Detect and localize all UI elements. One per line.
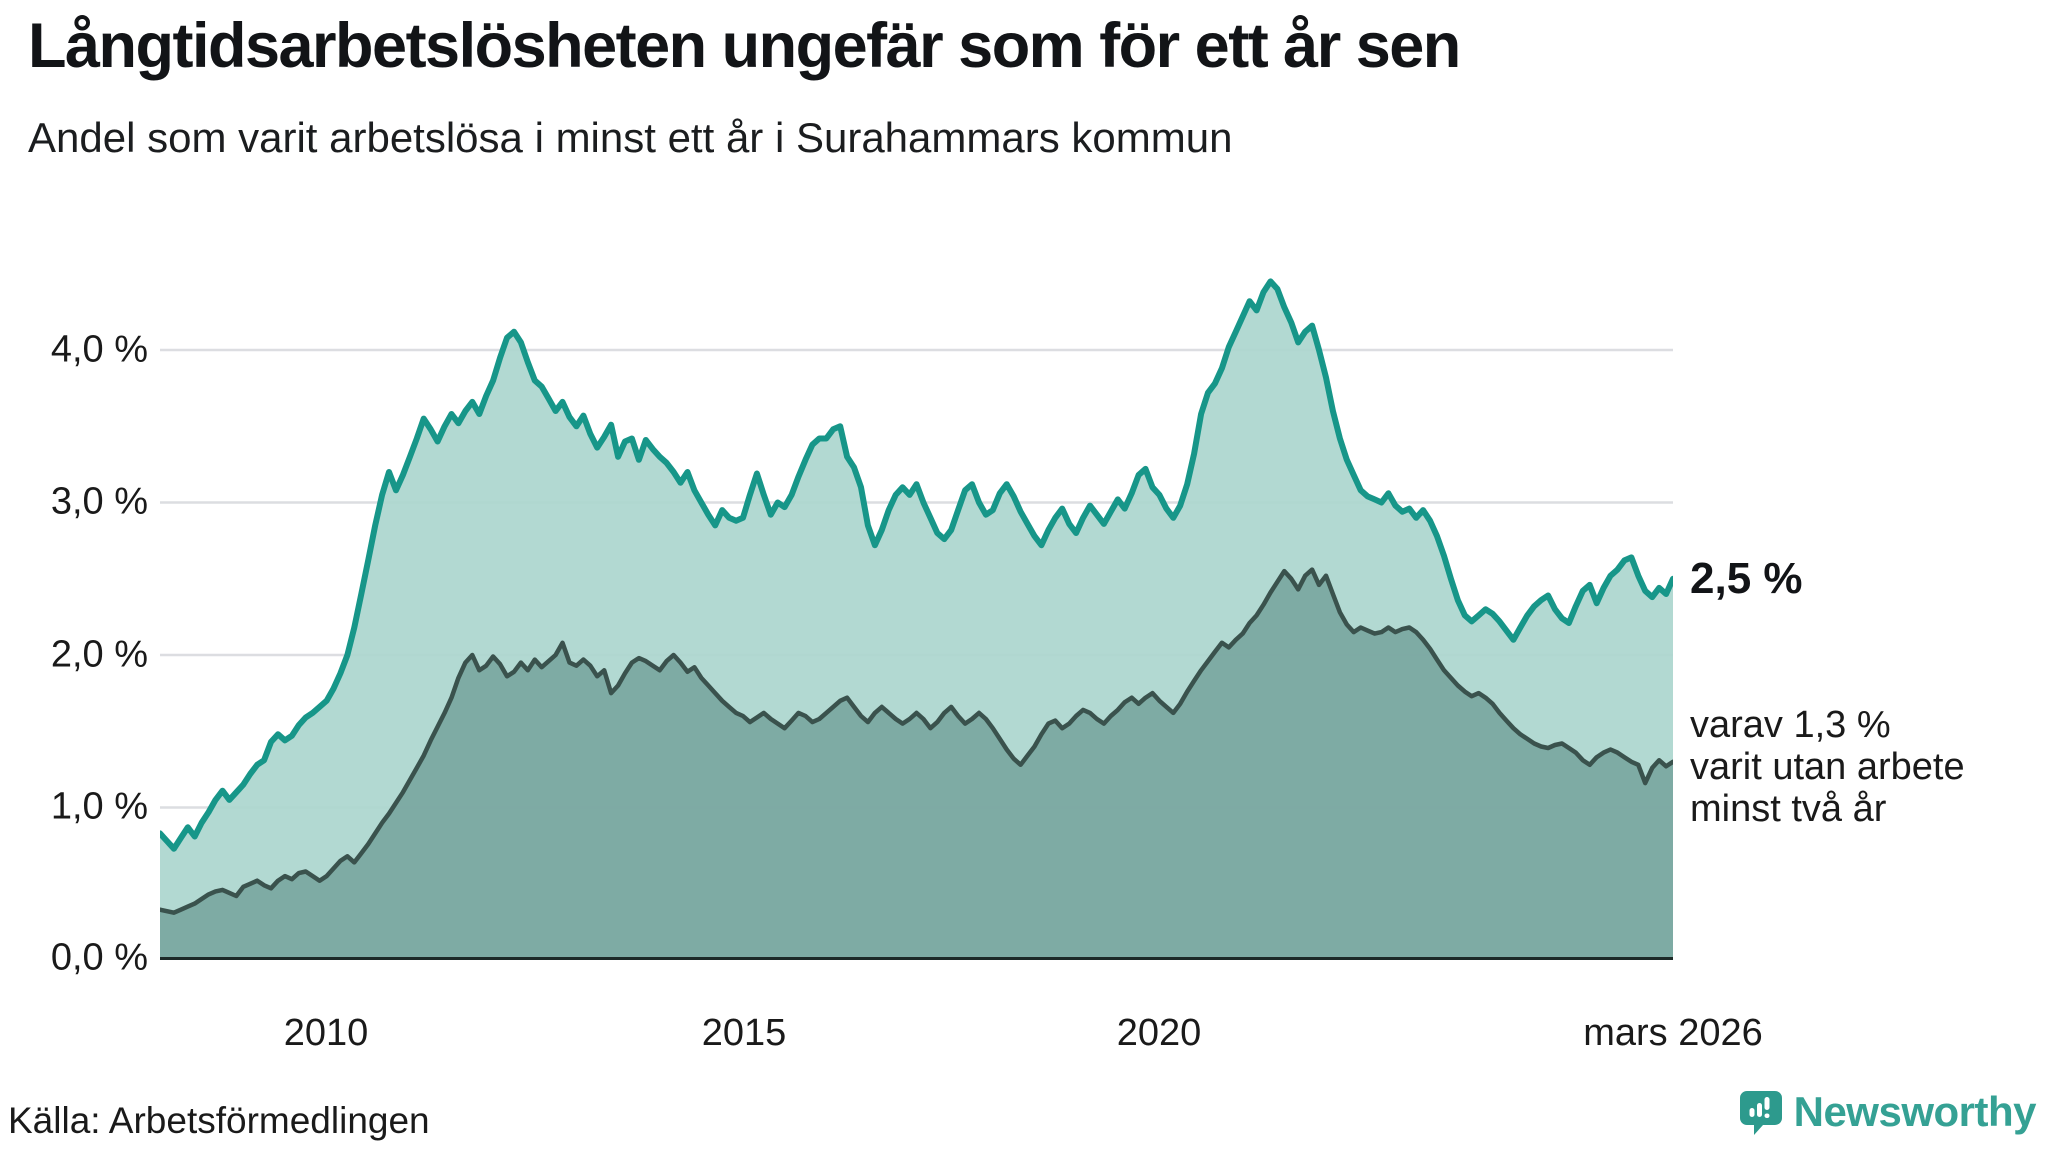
y-axis-tick: 0,0 %: [50, 936, 148, 979]
y-axis-tick: 4,0 %: [50, 328, 148, 371]
source-credit: Källa: Arbetsförmedlingen: [8, 1100, 430, 1141]
y-axis-tick: 2,0 %: [50, 633, 148, 676]
x-axis-tick: 2020: [1116, 1012, 1202, 1054]
series-end-value-label: 2,5 %: [1690, 554, 1803, 603]
series-secondary-annotation: varav 1,3 % varit utan arbete minst två …: [1690, 704, 1965, 830]
annotation-line: varit utan arbete: [1690, 746, 1965, 788]
y-axis-tick: 1,0 %: [50, 785, 148, 828]
x-axis-tick: 2015: [701, 1012, 787, 1054]
bar-chart-pin-icon: [1739, 1091, 1782, 1135]
y-axis-tick: 3,0 %: [50, 480, 148, 523]
annotation-line: minst två år: [1690, 788, 1887, 830]
area-chart: [160, 278, 1673, 960]
page-title: Långtidsarbetslösheten ungefär som för e…: [28, 11, 1461, 81]
page-subtitle: Andel som varit arbetslösa i minst ett å…: [28, 114, 1233, 161]
brand-name: Newsworthy: [1793, 1088, 2037, 1135]
x-axis-tick: 2010: [283, 1012, 369, 1054]
x-axis-tick: mars 2026: [1583, 1012, 1763, 1054]
annotation-line: varav 1,3 %: [1690, 704, 1891, 746]
brand-logo: Newsworthy: [1738, 1088, 2037, 1136]
